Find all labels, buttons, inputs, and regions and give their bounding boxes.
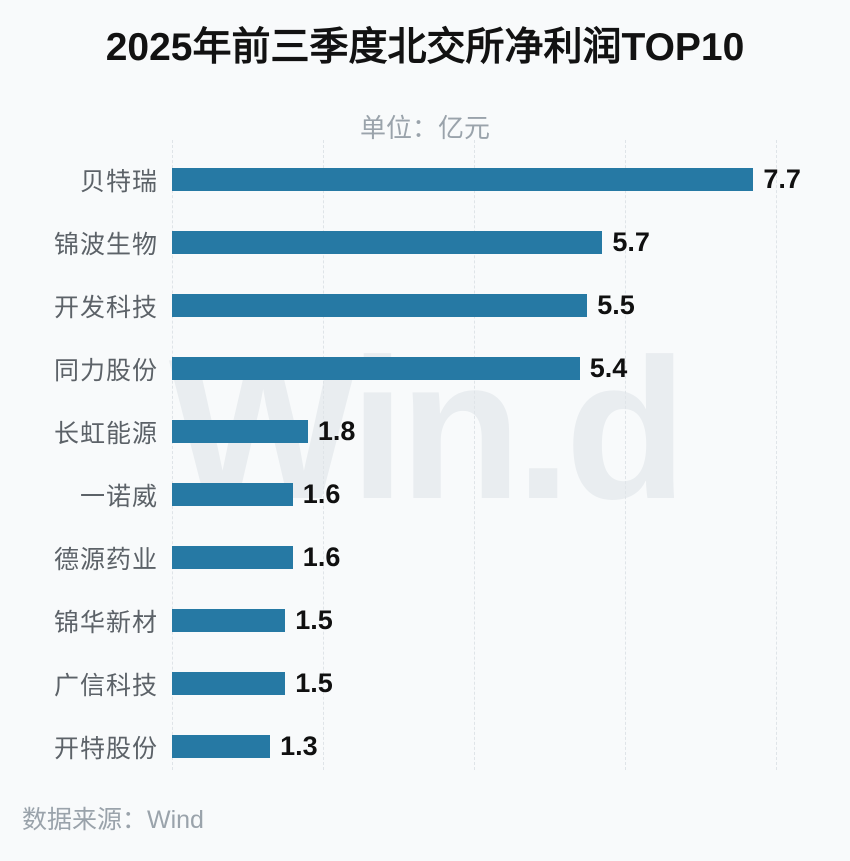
- bar-value-label: 1.5: [295, 668, 333, 698]
- category-label: 开特股份: [53, 734, 158, 763]
- bar-rows: 贝特瑞 7.7 锦波生物 5.7 开发科技 5.5 同力股份 5.4 长虹能源 1.8 一诺威 1.6…: [0, 140, 850, 770]
- bar-value-label: 1.6: [302, 542, 341, 572]
- bar-value-label: 5.5: [597, 290, 635, 320]
- bar[interactable]: [172, 546, 293, 569]
- bar-and-value: 1.6: [172, 463, 340, 526]
- bar-row[interactable]: 锦波生物 5.7: [0, 211, 850, 274]
- bar-value-label: 1.3: [280, 731, 318, 761]
- bar-and-value: 1.5: [172, 652, 333, 715]
- category-label: 长虹能源: [53, 419, 158, 448]
- bar-and-value: 1.8: [172, 400, 355, 463]
- bar-row[interactable]: 开发科技 5.5: [0, 274, 850, 337]
- bar-row[interactable]: 德源药业 1.6: [0, 526, 850, 589]
- bar-value-label: 5.4: [589, 353, 628, 383]
- bar[interactable]: [172, 672, 286, 695]
- bar[interactable]: [172, 231, 603, 254]
- bar-and-value: 1.6: [172, 526, 340, 589]
- bar[interactable]: [172, 483, 293, 506]
- category-label: 同力股份: [53, 356, 158, 385]
- bar-and-value: 1.3: [172, 715, 318, 778]
- bar-and-value: 5.4: [172, 337, 627, 400]
- category-label: 广信科技: [53, 671, 158, 700]
- bar[interactable]: [172, 420, 308, 443]
- chart-subtitle-unit: 单位：亿元: [359, 113, 490, 143]
- bar[interactable]: [172, 735, 271, 758]
- bar-row[interactable]: 一诺威 1.6: [0, 463, 850, 526]
- bar-row[interactable]: 广信科技 1.5: [0, 652, 850, 715]
- bar[interactable]: [172, 609, 286, 632]
- bar-value-label: 1.5: [295, 605, 333, 635]
- bar-and-value: 5.5: [172, 274, 635, 337]
- bar-row[interactable]: 贝特瑞 7.7: [0, 148, 850, 211]
- category-label: 开发科技: [53, 293, 158, 322]
- plot-area: 贝特瑞 7.7 锦波生物 5.7 开发科技 5.5 同力股份 5.4 长虹能源 1.8 一诺威 1.6…: [0, 140, 850, 770]
- bar-and-value: 1.5: [172, 589, 333, 652]
- bar-value-label: 5.7: [612, 227, 650, 257]
- chart-title: 2025年前三季度北交所净利润TOP10: [105, 26, 745, 69]
- bar-value-label: 7.7: [763, 164, 801, 194]
- bar[interactable]: [172, 357, 580, 380]
- source-note: 数据来源：Wind: [22, 806, 204, 834]
- bar-and-value: 7.7: [172, 148, 801, 211]
- category-label: 锦华新材: [53, 608, 158, 637]
- bar-and-value: 5.7: [172, 211, 650, 274]
- category-label: 锦波生物: [53, 230, 158, 259]
- bar-row[interactable]: 同力股份 5.4: [0, 337, 850, 400]
- bar-row[interactable]: 锦华新材 1.5: [0, 589, 850, 652]
- bar-row[interactable]: 长虹能源 1.8: [0, 400, 850, 463]
- bar-value-label: 1.8: [317, 416, 356, 446]
- category-label: 一诺威: [79, 482, 158, 511]
- bar-row[interactable]: 开特股份 1.3: [0, 715, 850, 778]
- category-label: 德源药业: [53, 545, 158, 574]
- bar[interactable]: [172, 168, 754, 191]
- category-label: 贝特瑞: [79, 167, 158, 196]
- bar[interactable]: [172, 294, 588, 317]
- bar-value-label: 1.6: [302, 479, 341, 509]
